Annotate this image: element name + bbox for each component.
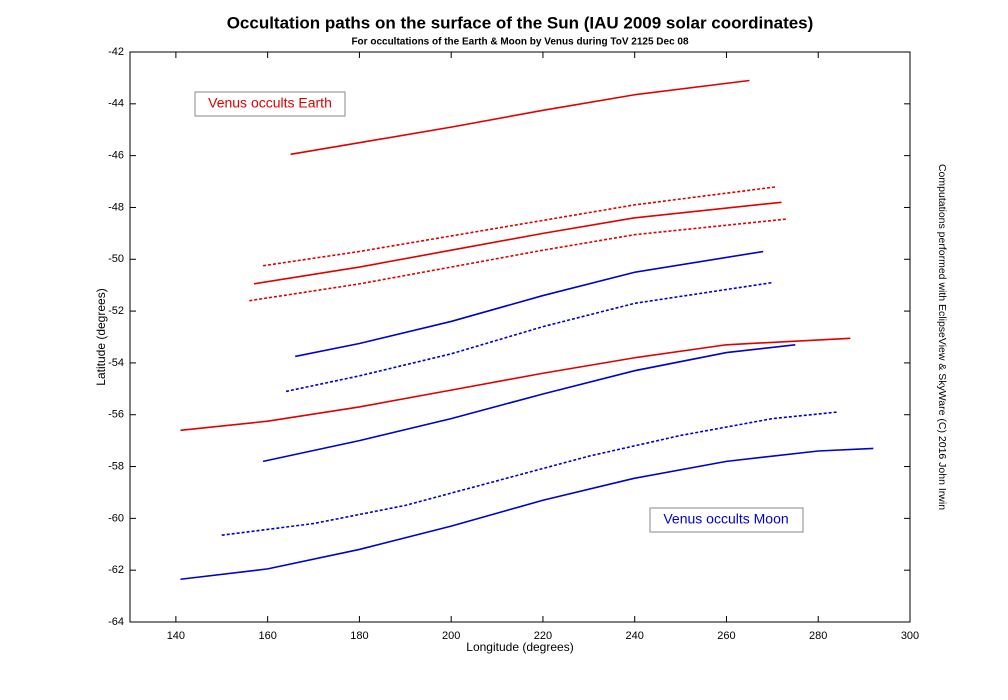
series-line — [295, 250, 764, 358]
x-tick-label: 140 — [167, 630, 185, 642]
y-tick-label: -54 — [108, 357, 124, 369]
series-line — [285, 281, 773, 393]
chart-subtitle: For occultations of the Earth & Moon by … — [351, 37, 689, 48]
x-tick-label: 160 — [258, 630, 276, 642]
series-line — [180, 447, 874, 581]
y-tick-label: -42 — [108, 46, 124, 58]
series-line — [262, 343, 796, 463]
series-line — [262, 185, 778, 267]
y-tick-label: -52 — [108, 305, 124, 317]
series-line — [249, 218, 787, 302]
x-tick-label: 180 — [350, 630, 368, 642]
x-tick-label: 300 — [901, 630, 919, 642]
series-line — [180, 337, 851, 432]
side-note: Computations performed with EclipseView … — [936, 164, 948, 510]
series-line — [290, 79, 750, 156]
y-tick-label: -56 — [108, 409, 124, 421]
series-line — [253, 201, 782, 285]
annotation-box — [194, 91, 346, 117]
y-tick-label: -64 — [108, 616, 124, 628]
annotation-box — [649, 507, 804, 533]
y-tick-label: -62 — [108, 564, 124, 576]
y-tick-label: -46 — [108, 150, 124, 162]
y-tick-label: -48 — [108, 201, 124, 213]
x-tick-label: 200 — [442, 630, 460, 642]
x-tick-label: 220 — [534, 630, 552, 642]
plot-frame — [129, 51, 911, 623]
plot-marks — [180, 79, 874, 581]
y-tick-label: -44 — [108, 98, 124, 110]
annotation: Venus occults Earth — [208, 95, 332, 111]
y-axis-label: Latitude (degrees) — [94, 288, 108, 385]
x-tick-label: 240 — [626, 630, 644, 642]
chart-title: Occultation paths on the surface of the … — [227, 13, 814, 32]
x-tick-label: 260 — [717, 630, 735, 642]
y-tick-label: -58 — [108, 460, 124, 472]
annotation: Venus occults Moon — [663, 511, 788, 527]
x-tick-label: 280 — [809, 630, 827, 642]
series-line — [221, 411, 837, 536]
y-tick-label: -60 — [108, 512, 124, 524]
x-axis-label: Longitude (degrees) — [466, 640, 573, 654]
y-tick-label: -50 — [108, 253, 124, 265]
